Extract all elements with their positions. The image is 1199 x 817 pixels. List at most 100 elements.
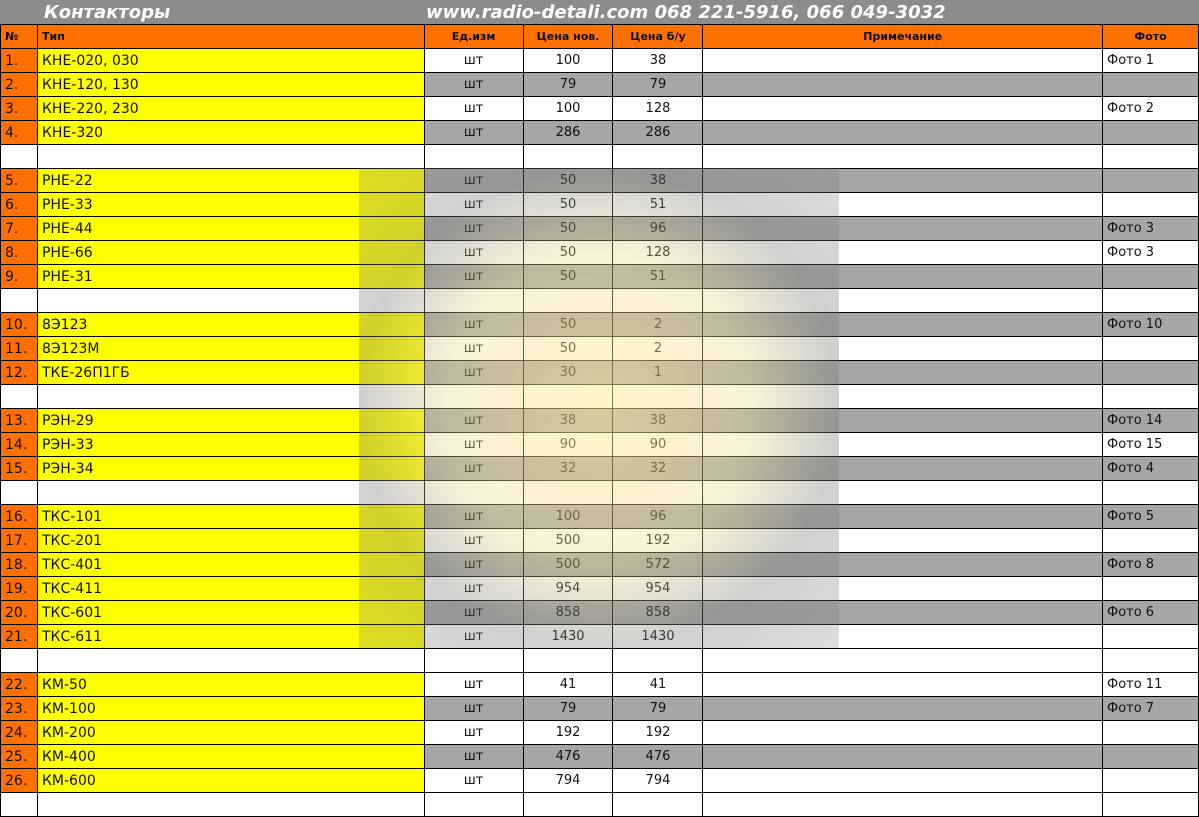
row-price-used: 794: [612, 768, 704, 793]
row-note: [702, 192, 1103, 217]
row-photo[interactable]: Фото 1: [1102, 48, 1199, 73]
row-price-used: 858: [612, 600, 704, 625]
row-note: [702, 120, 1103, 145]
table-row: 14. РЭН-33 шт 90 90 Фото 15: [0, 432, 1199, 457]
row-unit: шт: [423, 696, 524, 721]
row-note: [702, 720, 1103, 745]
table-row: 4. КНЕ-320 шт 286 286: [0, 120, 1199, 145]
row-photo: [1102, 360, 1199, 385]
row-price-used: [612, 648, 704, 673]
row-note: [702, 576, 1103, 601]
row-photo: [1102, 384, 1199, 409]
row-type: 8Э123М: [36, 336, 425, 361]
row-price-used: 51: [612, 192, 704, 217]
row-number: 18.: [0, 552, 38, 577]
row-price-new: 954: [522, 576, 614, 601]
row-price-new: [522, 288, 614, 313]
row-type: РНЕ-33: [36, 192, 425, 217]
row-number: [0, 384, 38, 409]
table-row: 20. ТКС-601 шт 858 858 Фото 6: [0, 600, 1199, 625]
row-number: 3.: [0, 96, 38, 121]
row-photo: [1102, 648, 1199, 673]
row-unit: [423, 384, 524, 409]
row-unit: шт: [423, 408, 524, 433]
table-row: 17. ТКС-201 шт 500 192: [0, 528, 1199, 553]
col-unit: Ед.изм: [423, 24, 524, 49]
row-price-used: 79: [612, 72, 704, 97]
row-photo[interactable]: Фото 11: [1102, 672, 1199, 697]
row-unit: шт: [423, 360, 524, 385]
row-note: [702, 480, 1103, 505]
row-note: [702, 288, 1103, 313]
row-photo[interactable]: Фото 5: [1102, 504, 1199, 529]
row-price-new: 100: [522, 48, 614, 73]
row-number: 6.: [0, 192, 38, 217]
row-price-used: [612, 384, 704, 409]
row-photo[interactable]: Фото 2: [1102, 96, 1199, 121]
row-number: [0, 648, 38, 673]
blank-row: [0, 480, 1199, 505]
row-price-used: 90: [612, 432, 704, 457]
table-row: 25. КМ-400 шт 476 476: [0, 744, 1199, 769]
row-photo[interactable]: Фото 3: [1102, 216, 1199, 241]
row-price-new: 79: [522, 696, 614, 721]
row-price-new: 50: [522, 240, 614, 265]
row-photo[interactable]: Фото 10: [1102, 312, 1199, 337]
row-photo[interactable]: Фото 8: [1102, 552, 1199, 577]
row-price-used: [612, 480, 704, 505]
row-unit: шт: [423, 192, 524, 217]
row-note: [702, 648, 1103, 673]
row-type: ТКС-601: [36, 600, 425, 625]
row-price-used: 96: [612, 216, 704, 241]
row-number: [0, 144, 38, 169]
row-unit: шт: [423, 768, 524, 793]
row-type: [36, 792, 425, 817]
table-row: 13. РЭН-29 шт 38 38 Фото 14: [0, 408, 1199, 433]
row-photo: [1102, 120, 1199, 145]
table-row: 12. ТКЕ-26П1ГБ шт 30 1: [0, 360, 1199, 385]
row-photo[interactable]: Фото 7: [1102, 696, 1199, 721]
row-type: ТКС-401: [36, 552, 425, 577]
row-unit: шт: [423, 528, 524, 553]
row-number: [0, 792, 38, 817]
row-unit: шт: [423, 168, 524, 193]
row-unit: шт: [423, 576, 524, 601]
blank-row: [0, 792, 1199, 817]
row-unit: шт: [423, 96, 524, 121]
row-photo[interactable]: Фото 6: [1102, 600, 1199, 625]
row-price-used: 2: [612, 312, 704, 337]
row-unit: шт: [423, 600, 524, 625]
row-note: [702, 696, 1103, 721]
row-price-used: 38: [612, 168, 704, 193]
row-note: [702, 312, 1103, 337]
row-note: [702, 744, 1103, 769]
row-price-new: 50: [522, 192, 614, 217]
col-type: Тип: [36, 24, 425, 49]
row-note: [702, 240, 1103, 265]
row-photo: [1102, 192, 1199, 217]
row-price-new: 79: [522, 72, 614, 97]
row-photo[interactable]: Фото 14: [1102, 408, 1199, 433]
row-photo[interactable]: Фото 15: [1102, 432, 1199, 457]
row-price-new: 500: [522, 552, 614, 577]
row-photo: [1102, 288, 1199, 313]
row-type: РНЕ-31: [36, 264, 425, 289]
row-photo: [1102, 624, 1199, 649]
row-number: 12.: [0, 360, 38, 385]
row-type: [36, 288, 425, 313]
row-unit: шт: [423, 264, 524, 289]
row-photo[interactable]: Фото 3: [1102, 240, 1199, 265]
row-number: 7.: [0, 216, 38, 241]
row-price-new: 30: [522, 360, 614, 385]
row-price-used: 192: [612, 528, 704, 553]
row-price-used: [612, 288, 704, 313]
row-price-new: 100: [522, 96, 614, 121]
row-photo[interactable]: Фото 4: [1102, 456, 1199, 481]
table-row: 22. КМ-50 шт 41 41 Фото 11: [0, 672, 1199, 697]
row-note: [702, 264, 1103, 289]
row-number: 24.: [0, 720, 38, 745]
table-row: 6. РНЕ-33 шт 50 51: [0, 192, 1199, 217]
contact-info: www.radio-detali.com 068 221-5916, 066 0…: [426, 2, 946, 23]
row-note: [702, 672, 1103, 697]
row-unit: шт: [423, 744, 524, 769]
